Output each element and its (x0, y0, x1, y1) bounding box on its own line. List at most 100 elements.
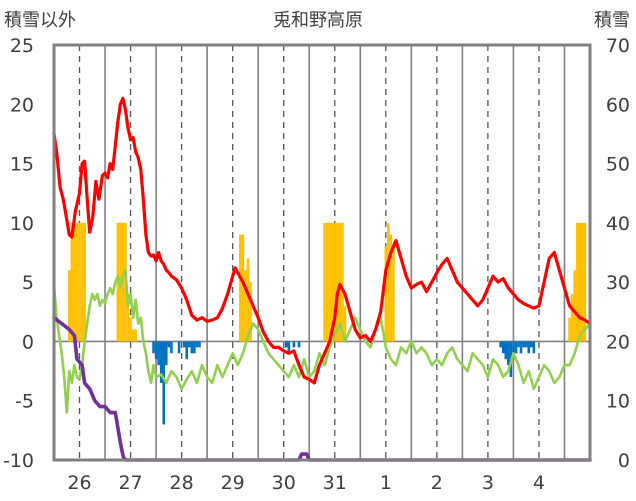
snowfall_bar-bar (343, 305, 347, 342)
precip_bar-bar (198, 341, 201, 348)
precip_bar-bar (504, 341, 508, 360)
precip_bar-bar (514, 341, 518, 354)
snow_depth-series-line (52, 315, 592, 462)
right-tick-label: 50 (606, 154, 630, 176)
precip_bar-bar (188, 341, 191, 348)
x-tick-label: 27 (118, 472, 142, 494)
x-tick-label: 2 (431, 472, 443, 494)
precip_bar-bar (527, 341, 531, 354)
left-tick-label: 15 (10, 154, 34, 176)
snowfall_bar-bar (341, 222, 344, 342)
precip_bar-bar (167, 341, 171, 348)
snowfall_bar-bar (129, 317, 132, 342)
snowfall_bar-bar (389, 234, 393, 342)
snowfall_bar-bar (246, 258, 250, 342)
snowfall_bar-bar (244, 270, 247, 342)
precip_bar-bar (170, 341, 173, 354)
snowfall_bar-bar (83, 222, 86, 342)
precip_bar-bar (165, 341, 168, 366)
precip_bar-bar (193, 341, 196, 354)
precip_bar-bar (185, 341, 188, 360)
left-tick-label: 0 (22, 331, 34, 353)
x-tick-label: 26 (67, 472, 91, 494)
snowfall_bar-bar (241, 234, 245, 342)
left-tick-label: 5 (22, 272, 34, 294)
right-tick-label: 70 (606, 35, 630, 57)
snowfall_bar-bar (75, 222, 79, 342)
left-tick-label: 20 (10, 94, 34, 116)
precip_bar-bar (507, 341, 510, 366)
snowfall_bar-bar (131, 329, 135, 342)
precip_bar-bar (157, 341, 160, 366)
precip_bar-bar (162, 341, 166, 425)
snowfall_bar-bar (328, 222, 331, 342)
precip_bar-bar (499, 341, 502, 348)
precip_bar-bar (522, 341, 525, 348)
precip_bar-bar (287, 341, 291, 354)
precip_bar-bar (182, 341, 186, 348)
precip_bar-bar (284, 341, 288, 348)
temperature-series-line (52, 96, 592, 385)
precip_bar-bar (517, 341, 520, 348)
series (52, 96, 592, 462)
right-tick-label: 40 (606, 213, 630, 235)
snowfall_bar-bar (80, 222, 84, 342)
precip_bar-bar (532, 341, 536, 354)
precip_bar-bar (512, 341, 515, 360)
precip_bar-bar (297, 341, 301, 348)
dewpoint-series-line (52, 268, 592, 414)
snowfall_bar-bar (330, 222, 334, 342)
snowfall_bar-bar (78, 222, 81, 342)
right-tick-label: 10 (606, 391, 630, 413)
precip_bar-bar (519, 341, 523, 354)
x-tick-label: 29 (221, 472, 245, 494)
snowfall_bar-bar (134, 329, 137, 342)
snowfall_bar-bar (336, 222, 339, 342)
x-tick-label: 31 (323, 472, 347, 494)
x-axis-ticks: 26 27 28 29 30 31 1 2 3 4 (67, 472, 545, 494)
snowfall_bar-bar (384, 246, 388, 342)
right-tick-label: 0 (618, 450, 630, 472)
snowfall_bar-bar (338, 222, 342, 342)
left-axis-label: 積雪以外 (4, 10, 76, 31)
snowfall_bar-bar (73, 222, 76, 342)
precip_bar-bar (195, 341, 199, 348)
snowfall_bar-bar (392, 246, 395, 342)
precip_bar-bar (524, 341, 528, 348)
precip_bar-bar (190, 341, 194, 354)
snowfall_bar-bar (575, 222, 579, 342)
right-tick-label: 60 (606, 94, 630, 116)
left-tick-label: 25 (10, 35, 34, 57)
snowfall_bar-bar (568, 317, 571, 342)
x-tick-label: 28 (170, 472, 194, 494)
snowfall_bar-bar (239, 234, 242, 342)
plot-frame (52, 43, 592, 462)
snowfall_bar-bar (578, 222, 582, 342)
x-tick-label: 30 (272, 472, 296, 494)
left-axis-ticks: 25 20 15 10 5 0 -5 -10 (3, 35, 34, 472)
precip_bar-bar (154, 341, 158, 360)
x-tick-label: 4 (533, 472, 545, 494)
precip_bar-bar (152, 341, 155, 354)
chart-title: 兎和野高原 (273, 10, 363, 31)
left-tick-label: 10 (10, 213, 34, 235)
snowfall_bar-bar (570, 294, 574, 342)
precip_bar-bar (159, 341, 163, 383)
left-tick-label: -5 (15, 391, 34, 413)
precip_bar-bar (530, 341, 533, 348)
snowfall_bar-bar (573, 270, 576, 342)
snowfall_bar-bar (323, 222, 326, 342)
snowfall_bar-bar (581, 222, 584, 342)
precip_bar-bar (501, 341, 505, 354)
snowfall_bar-bar (68, 270, 71, 342)
snowfall_bar-bar (387, 222, 390, 342)
right-axis-label: 積雪 (594, 10, 630, 31)
snowfall_bar-bar (126, 294, 130, 342)
x-tick-label: 3 (482, 472, 494, 494)
right-axis-ticks: 70 60 50 40 30 20 10 0 (606, 35, 630, 472)
snowfall_bar-bar (325, 222, 329, 342)
snowfall_bar-bar (333, 222, 337, 342)
snowfall_bar-bar (583, 222, 587, 342)
